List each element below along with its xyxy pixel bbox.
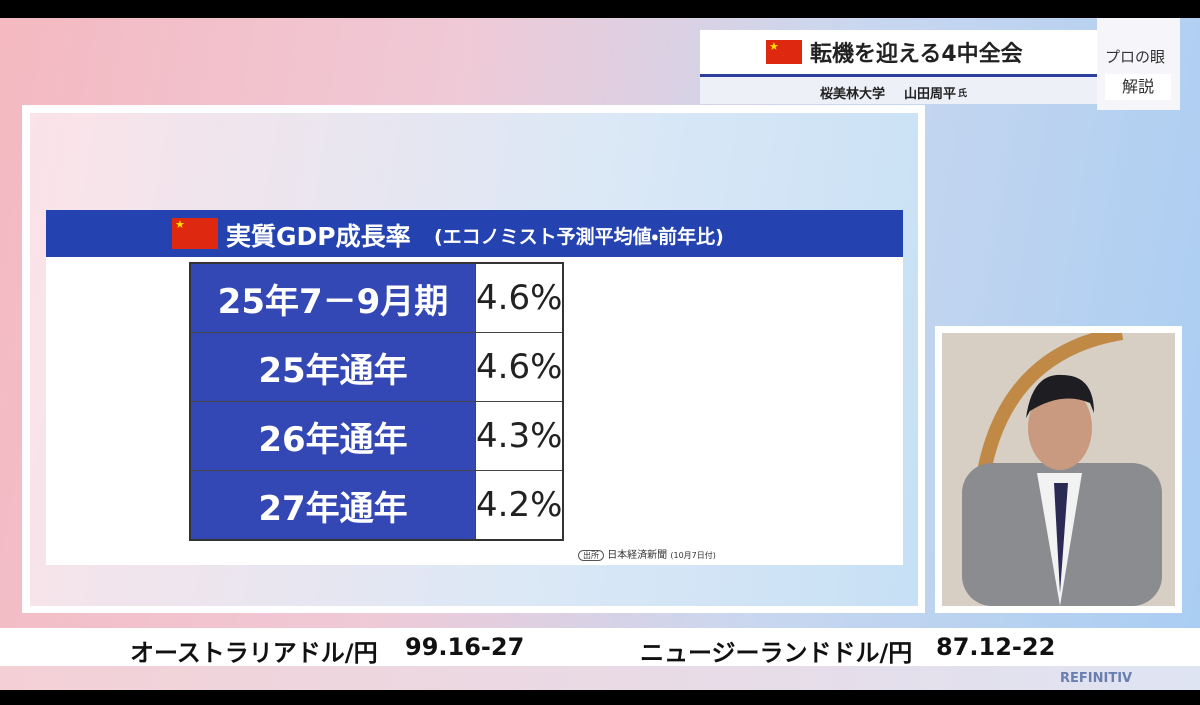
source-date: (10月7日付) [670, 551, 716, 560]
table-row: 26年通年 4.3% [189, 401, 564, 471]
table-label: 25年通年 [189, 332, 476, 402]
table-value: 4.3% [475, 401, 564, 471]
flag [172, 218, 218, 249]
speaker-bar: 桜美林大学 山田周平 氏 [700, 77, 1097, 104]
table: 25年7－9月期 4.6% 25年通年 4.6% 26年通年 4.3% 27年通年 4.2% [189, 262, 565, 541]
source-name: 日本経済新聞 [607, 550, 668, 561]
ticker-value: 99.16-27 [405, 633, 525, 661]
ticker-label: ニュージーランドドル/円 [640, 639, 913, 667]
main-panel: 実質GDP成長率 (エコノミスト予測平均値・前年比) 25年7－9月期4.6%2… [22, 105, 925, 613]
header-bar: 転機を迎える4中全会 [700, 30, 1097, 77]
honorific: 氏 [958, 89, 968, 99]
table-label: 25年7－9月期 [189, 262, 476, 333]
badge-bottom: 解説 [1105, 74, 1171, 100]
ticker-footer: REFINITIV [0, 666, 1200, 690]
badge: プロの眼 解説 [1097, 18, 1180, 110]
table-value: 4.6% [475, 332, 564, 402]
ticker: オーストラリアドル/円 99.16-27 ニュージーランドドル/円 87.12-22 [0, 628, 1200, 667]
video [942, 333, 1175, 606]
source-tag: 出所 [578, 550, 604, 561]
ticker-label: オーストラリアドル/円 [130, 639, 378, 667]
panel-title: 実質GDP成長率 [226, 222, 411, 251]
table-label: 27年通年 [189, 470, 476, 541]
table-row: 25年通年 4.6% [189, 332, 564, 402]
table-value: 4.6% [475, 262, 564, 333]
table-label: 26年通年 [189, 401, 476, 471]
badge-top: プロの眼 [1105, 48, 1166, 66]
ticker-value: 87.12-22 [936, 633, 1056, 661]
video-frame [935, 326, 1182, 613]
table-area: 25年7－9月期 4.6% 25年通年 4.6% 26年通年 4.3% 27年通年 4.2% … [46, 257, 903, 565]
header-title: 転機を迎える4中全会 [810, 42, 1023, 67]
panel-title-bar: 実質GDP成長率 (エコノミスト予測平均値・前年比) [46, 210, 903, 257]
speaker: 山田周平 [904, 87, 957, 102]
source: 出所 日本経済新聞 (10月7日付) [578, 546, 716, 561]
table-row: 27年通年 4.2% [189, 470, 564, 541]
panel-subtitle: (エコノミスト予測平均値・前年比) [434, 226, 724, 248]
flag [766, 40, 802, 64]
table-value: 4.2% [475, 470, 564, 541]
table-row: 25年7－9月期 4.6% [189, 262, 564, 333]
affiliation: 桜美林大学 [820, 87, 886, 102]
brand: REFINITIV [1060, 671, 1133, 686]
